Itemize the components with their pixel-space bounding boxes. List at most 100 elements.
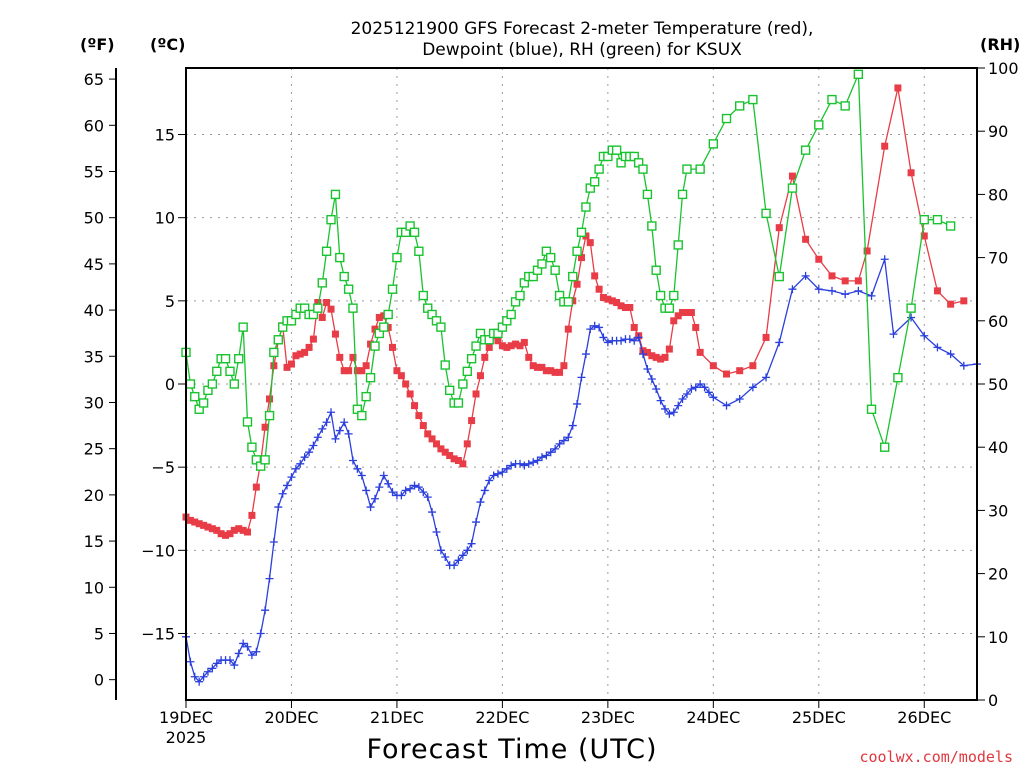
rh-point: [506, 309, 516, 320]
rh-point: [458, 379, 468, 389]
dewpoint-point: [827, 286, 836, 295]
dewpoint-point: [520, 461, 529, 470]
rh-tick-label: 90: [988, 122, 1008, 141]
temperature-point: [252, 483, 260, 491]
dewpoint-point: [419, 488, 428, 497]
dewpoint-point: [309, 441, 318, 450]
dewpoint-point: [432, 528, 441, 537]
temperature-point: [674, 312, 682, 320]
temperature-point: [213, 526, 221, 534]
dewpoint-point: [630, 336, 639, 345]
temperature-point: [507, 342, 515, 350]
temperature-point: [564, 325, 572, 333]
temperature-point: [560, 362, 568, 370]
temperature-point: [661, 353, 669, 361]
rh-point: [339, 271, 349, 282]
temperature-point: [318, 313, 326, 321]
dewpoint-point: [638, 350, 647, 359]
dewpoint-point: [682, 389, 691, 398]
temperature-point: [353, 367, 361, 375]
rh-point: [735, 101, 745, 111]
temperature-point: [362, 362, 370, 370]
temperature-point: [723, 370, 731, 378]
dewpoint-point: [362, 486, 371, 495]
dewpoint-point: [595, 323, 604, 332]
temperature-point: [472, 390, 480, 398]
temperature-point: [323, 299, 331, 307]
rh-tick-label: 100: [988, 59, 1019, 78]
dewpoint-point: [559, 436, 568, 445]
dewpoint-point: [814, 285, 823, 294]
rh-point: [515, 290, 525, 301]
x-tick-label: 26DEC: [897, 708, 951, 727]
dewpoint-point: [212, 659, 221, 668]
temperature-point: [595, 285, 603, 293]
dewpoint-point: [489, 471, 498, 480]
rh-point: [317, 278, 327, 288]
dewpoint-point: [423, 493, 432, 502]
rh-point: [190, 391, 200, 402]
credit-link[interactable]: coolwx.com/models: [859, 748, 1013, 766]
rh-point: [409, 227, 420, 238]
rh-point: [414, 246, 424, 256]
dewpoint-point: [436, 546, 445, 555]
temperature-point: [494, 337, 502, 345]
rh-point: [207, 379, 218, 389]
rh-point: [247, 442, 257, 452]
fahrenheit-tick-label: 5: [94, 624, 104, 643]
dewpoint-point: [283, 481, 292, 490]
rh-point: [546, 252, 556, 263]
temperature-point: [261, 423, 269, 431]
dewpoint-point: [300, 453, 309, 462]
temperature-point: [648, 352, 656, 360]
dewpoint-point: [291, 464, 300, 473]
rh-point: [269, 347, 279, 358]
fahrenheit-tick-label: 0: [94, 671, 104, 690]
dewpoint-point: [788, 285, 797, 294]
rh-point: [365, 372, 376, 383]
rh-point: [370, 341, 380, 351]
dewpoint-point: [401, 486, 410, 495]
celsius-tick-label: 15: [155, 126, 175, 145]
rh-point: [550, 265, 560, 275]
dewpoint-point: [678, 394, 687, 403]
rh-point: [229, 379, 240, 389]
dewpoint-point: [516, 459, 525, 468]
temperature-point: [608, 297, 616, 305]
rh-point: [932, 214, 943, 225]
dewpoint-point: [287, 473, 296, 482]
rh-point: [387, 284, 398, 294]
dewpoint-point: [195, 677, 204, 686]
rh-point: [260, 455, 270, 465]
dewpoint-point: [410, 481, 419, 490]
dewpoint-point: [625, 335, 634, 344]
dewpoint-point: [586, 325, 595, 334]
dewpoint-point: [537, 453, 546, 462]
temperature-point: [665, 345, 673, 353]
temperature-point: [235, 525, 243, 533]
dewpoint-point: [203, 667, 212, 676]
rh-point: [748, 94, 758, 105]
rh-point: [866, 404, 877, 414]
temperature-point: [643, 348, 651, 356]
temperature-point: [222, 531, 230, 539]
dewpoint-point: [599, 333, 608, 342]
temperature-point: [586, 239, 594, 247]
temperature-point: [301, 348, 309, 356]
dewpoint-point: [467, 539, 476, 548]
dewpoint-point: [920, 331, 929, 340]
temperature-point: [402, 380, 410, 388]
rh-point: [212, 366, 222, 377]
temperature-point: [630, 323, 638, 331]
temperature-point: [226, 530, 234, 538]
rh-point: [330, 189, 341, 200]
temperature-point: [415, 412, 423, 420]
temperature-point: [191, 518, 199, 526]
dewpoint-point: [274, 503, 283, 512]
dewpoint-point: [507, 461, 516, 470]
dewpoint-point: [502, 464, 511, 473]
dewpoint-point: [762, 373, 771, 382]
temperature-point: [520, 338, 528, 346]
